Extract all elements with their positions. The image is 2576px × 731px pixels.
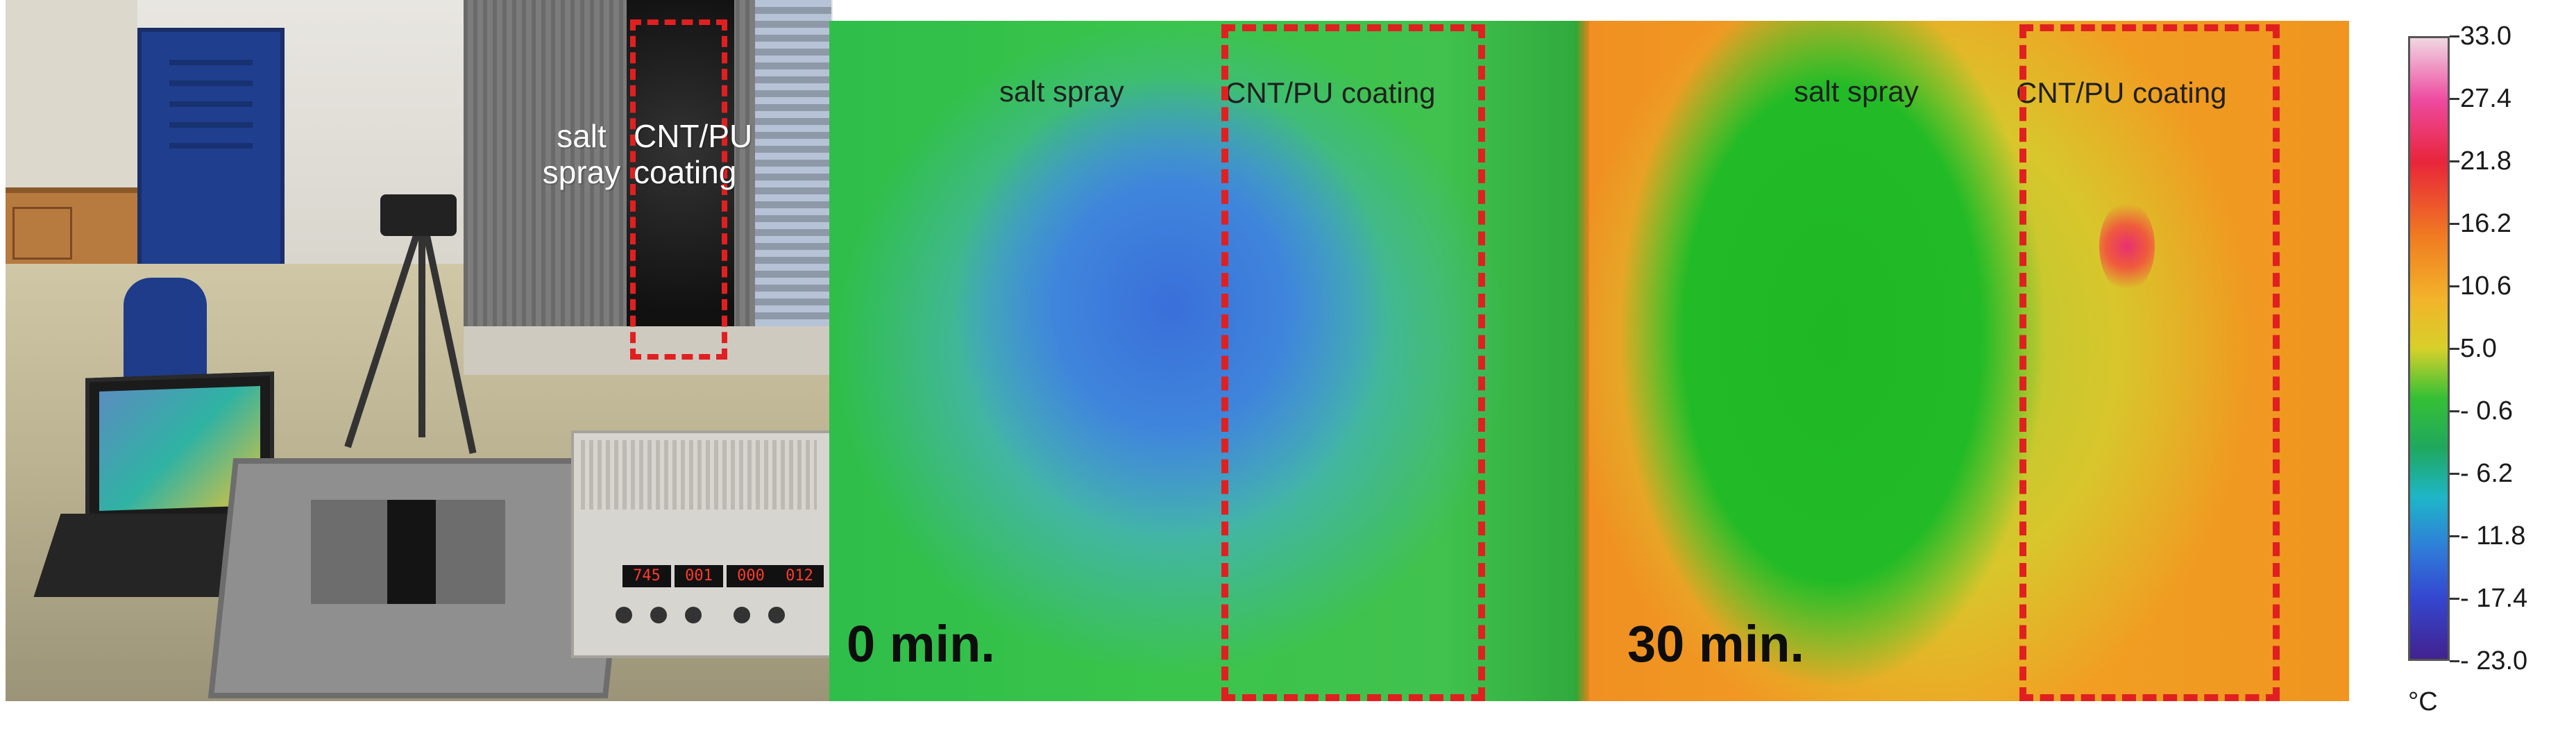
- photo-label-salt-spray: salt spray: [542, 118, 621, 190]
- blue-door: [137, 28, 285, 286]
- coating-region-box: [2019, 24, 2280, 701]
- scale-tick-label: 10.6: [2460, 271, 2511, 301]
- blue-chair: [124, 278, 207, 382]
- psu-knob: [768, 607, 785, 623]
- scale-tick-mark: [2450, 98, 2459, 100]
- thermo-label-salt-spray: salt spray: [999, 75, 1124, 108]
- scale-tick-mark: [2450, 160, 2459, 162]
- cabinet-drawer: [12, 207, 72, 260]
- scale-tick-label: 21.8: [2460, 146, 2511, 176]
- scale-tick-label: - 11.8: [2460, 521, 2526, 551]
- scale-tick-mark: [2450, 410, 2459, 412]
- psu-display: 012: [775, 565, 824, 587]
- wall: [6, 0, 137, 201]
- scale-tick-label: 16.2: [2460, 209, 2511, 238]
- psu-knob: [685, 607, 702, 623]
- psu-knob: [650, 607, 667, 623]
- tile-strip: [755, 0, 831, 375]
- scale-tick-label: 33.0: [2460, 22, 2511, 51]
- time-label: 0 min.: [847, 615, 995, 673]
- thermal-camera: [380, 194, 457, 236]
- scale-tick-mark: [2450, 348, 2459, 350]
- power-supply: 745 001 000 012: [571, 430, 833, 658]
- scale-tick-label: 5.0: [2460, 334, 2497, 363]
- tripod-leg: [418, 229, 425, 437]
- sample-closeup-inset: [464, 0, 831, 375]
- door-louver: [169, 101, 253, 107]
- psu-display: 000: [727, 565, 775, 587]
- door-louver: [169, 81, 253, 86]
- scale-tick-mark: [2450, 660, 2459, 662]
- lab-setup-photo: salt spray CNT/PU coating 745 001 000 01…: [6, 0, 833, 701]
- door-louver: [169, 143, 253, 149]
- scale-tick-mark: [2450, 223, 2459, 225]
- hotspot: [2099, 201, 2155, 292]
- scale-tick-label: - 0.6: [2460, 396, 2514, 426]
- psu-knob: [616, 607, 632, 623]
- sample-base: [464, 326, 831, 375]
- time-label: 30 min.: [1627, 615, 1804, 673]
- scale-unit: °C: [2408, 687, 2438, 716]
- thermogram-edge: [1575, 21, 1589, 701]
- coating-strip: [387, 500, 436, 604]
- thermogram-30-min: salt spray CNT/PU coating 30 min.: [1589, 21, 2349, 701]
- psu-display: 001: [675, 565, 723, 587]
- coating-highlight-box: [630, 19, 727, 360]
- psu-vent: [581, 440, 817, 510]
- scale-tick-label: 27.4: [2460, 84, 2511, 113]
- scale-tick-mark: [2450, 473, 2459, 475]
- door-louver: [169, 60, 253, 65]
- door-louver: [169, 122, 253, 128]
- coating-region-box: [1221, 24, 1485, 701]
- thermo-label-salt-spray: salt spray: [1794, 75, 1919, 108]
- scale-tick-mark: [2450, 535, 2459, 537]
- photo-label-coating: CNT/PU coating: [634, 118, 753, 190]
- thermogram-0-min: salt spray CNT/PU coating 0 min.: [829, 21, 1589, 701]
- scale-tick-mark: [2450, 285, 2459, 287]
- scale-tick-mark: [2450, 35, 2459, 37]
- temperature-color-scale: [2408, 36, 2450, 661]
- scale-tick-label: - 23.0: [2460, 646, 2528, 675]
- scale-tick-mark: [2450, 598, 2459, 600]
- psu-knob: [734, 607, 750, 623]
- test-sample: [311, 500, 505, 604]
- psu-display: 745: [622, 565, 671, 587]
- thermo-label-coating: CNT/PU coating: [2016, 76, 2227, 109]
- scale-tick-label: - 17.4: [2460, 584, 2528, 613]
- thermo-label-coating: CNT/PU coating: [1225, 76, 1436, 109]
- cnt-pu-coating-strip: [627, 0, 734, 375]
- scale-tick-label: - 6.2: [2460, 459, 2514, 488]
